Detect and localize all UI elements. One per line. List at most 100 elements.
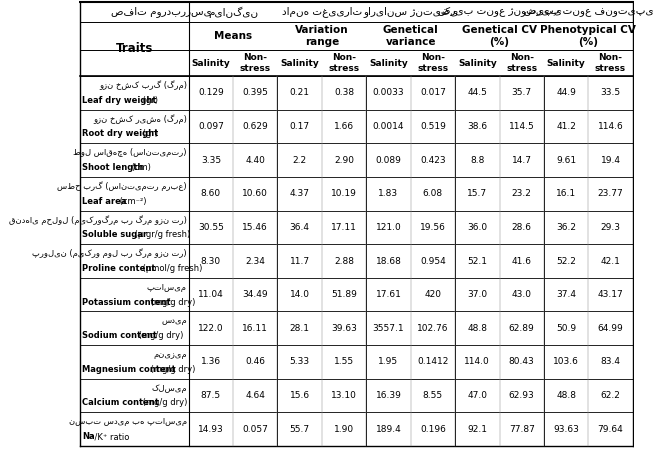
Text: 1.36: 1.36: [201, 357, 221, 366]
Text: Non-
stress: Non- stress: [417, 53, 449, 73]
Text: 30.55: 30.55: [198, 223, 224, 232]
Text: Salinity: Salinity: [458, 58, 497, 67]
Text: ضریب تنوع فنوتیپی: ضریب تنوع فنوتیپی: [524, 7, 653, 17]
Text: 1.83: 1.83: [378, 189, 399, 198]
Text: 3557.1: 3557.1: [373, 324, 404, 333]
Text: 41.2: 41.2: [556, 122, 576, 131]
Text: Traits: Traits: [116, 43, 153, 56]
Text: ضریب تنوع ژنوتیپی: ضریب تنوع ژنوتیپی: [438, 7, 562, 17]
Text: Salinity: Salinity: [191, 58, 230, 67]
Text: واریانس ژنتیکی: واریانس ژنتیکی: [363, 7, 459, 18]
Text: (μ gr/g fresh): (μ gr/g fresh): [133, 230, 191, 239]
Text: 102.76: 102.76: [417, 324, 449, 333]
Text: (cm⁻²): (cm⁻²): [117, 197, 147, 206]
Text: 2.88: 2.88: [334, 256, 354, 265]
Text: قندهای محلول (میکروگرم بر گرم وزن تر): قندهای محلول (میکروگرم بر گرم وزن تر): [9, 215, 187, 225]
Text: 93.63: 93.63: [553, 425, 579, 434]
Text: 0.0033: 0.0033: [373, 88, 404, 97]
Text: 92.1: 92.1: [467, 425, 487, 434]
Text: 36.4: 36.4: [290, 223, 309, 232]
Text: 23.2: 23.2: [512, 189, 532, 198]
Text: Magnesium content: Magnesium content: [82, 365, 176, 374]
Text: 0.0014: 0.0014: [373, 122, 404, 131]
Text: 52.2: 52.2: [556, 256, 576, 265]
Text: 19.4: 19.4: [600, 156, 620, 165]
Text: 51.89: 51.89: [331, 290, 357, 299]
Text: 62.2: 62.2: [600, 391, 620, 400]
Text: 14.7: 14.7: [512, 156, 532, 165]
Text: 37.4: 37.4: [556, 290, 576, 299]
Text: 18.68: 18.68: [376, 256, 401, 265]
Text: Non-
stress: Non- stress: [328, 53, 359, 73]
Text: 1.66: 1.66: [334, 122, 354, 131]
Text: 0.196: 0.196: [420, 425, 446, 434]
Text: Na: Na: [82, 432, 95, 441]
Text: ⁺/K⁺ ratio: ⁺/K⁺ ratio: [90, 432, 129, 441]
Text: Salinity: Salinity: [281, 58, 319, 67]
Text: (mg/g dry): (mg/g dry): [148, 365, 195, 374]
Text: 0.38: 0.38: [334, 88, 354, 97]
Text: 420: 420: [424, 290, 442, 299]
Text: (gr): (gr): [140, 129, 158, 138]
Text: Leaf dry weight: Leaf dry weight: [82, 96, 156, 105]
Text: 0.17: 0.17: [290, 122, 309, 131]
Text: میانگین: میانگین: [208, 6, 258, 18]
Text: Non-
stress: Non- stress: [506, 53, 537, 73]
Text: (μmol/g fresh): (μmol/g fresh): [140, 264, 202, 273]
Text: Calcium content: Calcium content: [82, 398, 159, 407]
Text: 79.64: 79.64: [598, 425, 623, 434]
Text: طول ساقهچه (سانتیمتر): طول ساقهچه (سانتیمتر): [74, 148, 187, 157]
Text: 29.3: 29.3: [600, 223, 620, 232]
Text: 10.60: 10.60: [242, 189, 268, 198]
Text: وزن خشک برگ (گرم): وزن خشک برگ (گرم): [99, 80, 187, 90]
Text: وزن خشک ریشه (گرم): وزن خشک ریشه (گرم): [93, 114, 187, 124]
Text: 62.93: 62.93: [509, 391, 535, 400]
Text: 34.49: 34.49: [242, 290, 268, 299]
Text: Potassium content: Potassium content: [82, 298, 171, 307]
Text: 14.93: 14.93: [198, 425, 224, 434]
Text: 9.61: 9.61: [556, 156, 576, 165]
Text: 0.629: 0.629: [242, 122, 268, 131]
Text: 28.6: 28.6: [512, 223, 532, 232]
Text: 87.5: 87.5: [201, 391, 221, 400]
Text: 2.34: 2.34: [245, 256, 265, 265]
Text: 0.057: 0.057: [242, 425, 268, 434]
Text: 0.1412: 0.1412: [417, 357, 449, 366]
Text: (mg/g dry): (mg/g dry): [137, 331, 184, 340]
Text: Leaf area: Leaf area: [82, 197, 127, 206]
Text: 50.9: 50.9: [556, 324, 576, 333]
Text: 42.1: 42.1: [600, 256, 620, 265]
Text: 8.30: 8.30: [201, 256, 221, 265]
Text: 0.017: 0.017: [420, 88, 446, 97]
Text: 103.6: 103.6: [553, 357, 579, 366]
Text: Non-
stress: Non- stress: [240, 53, 271, 73]
Text: کلسیم: کلسیم: [151, 383, 187, 392]
Text: 80.43: 80.43: [509, 357, 535, 366]
Text: Genetical
variance: Genetical variance: [383, 25, 439, 47]
Text: Root dry weight: Root dry weight: [82, 129, 158, 138]
Text: 8.55: 8.55: [423, 391, 443, 400]
Text: (mg/g dry): (mg/g dry): [140, 398, 188, 407]
Text: منیزیم: منیزیم: [153, 350, 187, 359]
Text: 77.87: 77.87: [509, 425, 535, 434]
Text: 11.7: 11.7: [290, 256, 309, 265]
Text: پتاسیم: پتاسیم: [147, 283, 187, 292]
Text: 17.11: 17.11: [331, 223, 357, 232]
Text: Salinity: Salinity: [369, 58, 408, 67]
Text: Non-
stress: Non- stress: [595, 53, 626, 73]
Text: 0.46: 0.46: [245, 357, 265, 366]
Text: 15.7: 15.7: [467, 189, 487, 198]
Text: 41.6: 41.6: [512, 256, 532, 265]
Text: 114.5: 114.5: [509, 122, 535, 131]
Text: (mg/g dry): (mg/g dry): [148, 298, 195, 307]
Text: 16.39: 16.39: [376, 391, 401, 400]
Text: 28.1: 28.1: [290, 324, 309, 333]
Text: 48.8: 48.8: [556, 391, 576, 400]
Text: 19.56: 19.56: [420, 223, 446, 232]
Text: 44.5: 44.5: [467, 88, 487, 97]
Text: 36.0: 36.0: [467, 223, 487, 232]
Text: Genetical CV
(%): Genetical CV (%): [462, 25, 537, 47]
Text: 0.089: 0.089: [376, 156, 401, 165]
Text: 15.46: 15.46: [242, 223, 268, 232]
Text: 13.10: 13.10: [331, 391, 357, 400]
